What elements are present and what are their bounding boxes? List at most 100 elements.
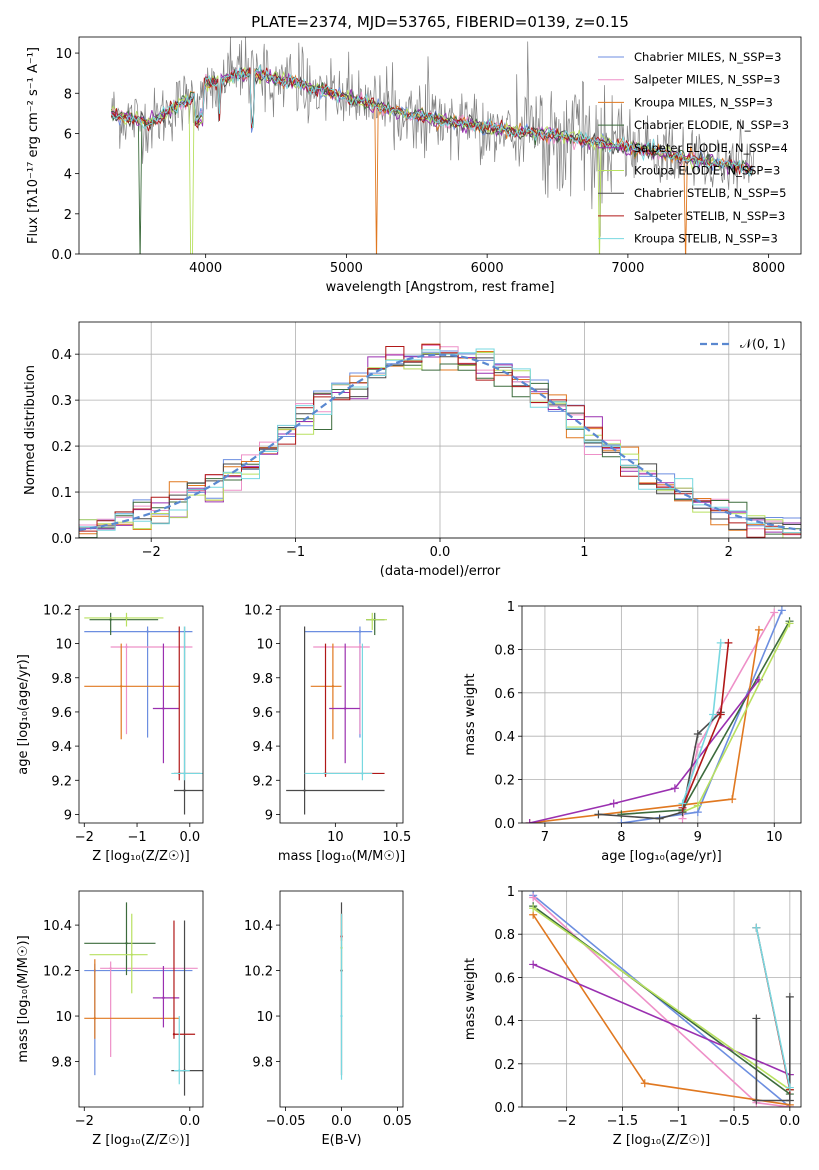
x-axis-label: age [log₁₀(age/yr)] bbox=[601, 849, 722, 864]
y-tick-label: 1 bbox=[507, 885, 515, 900]
axes-frame bbox=[279, 890, 404, 1108]
weight-marker bbox=[785, 1096, 794, 1105]
legend-label: Chabrier ELODIE, N_SSP=3 bbox=[634, 118, 789, 132]
weight-marker bbox=[777, 606, 786, 615]
x-tick-label: 1 bbox=[580, 545, 588, 560]
weight-marker bbox=[640, 1079, 649, 1088]
data-point bbox=[358, 630, 362, 633]
model-series-9 bbox=[111, 64, 754, 177]
x-tick-label: −2 bbox=[142, 545, 161, 560]
axes-frame bbox=[78, 321, 802, 539]
weight-series-9 bbox=[755, 927, 791, 1088]
weight-series-3 bbox=[532, 914, 790, 1106]
data-point bbox=[178, 1069, 181, 1072]
data-point bbox=[125, 616, 128, 620]
y-tick-label: 9.4 bbox=[51, 740, 72, 755]
x-tick-label: −1.5 bbox=[607, 1114, 639, 1129]
x-tick-label: 5000 bbox=[330, 261, 363, 276]
data-point bbox=[331, 685, 335, 688]
y-tick-label: 10 bbox=[55, 1010, 72, 1025]
legend-label: Kroupa ELODIE, N_SSP=3 bbox=[634, 164, 780, 178]
x-tick-label: 6000 bbox=[471, 261, 504, 276]
y-tick-label: 10 bbox=[55, 47, 72, 62]
data-point bbox=[358, 645, 362, 649]
axes-frame bbox=[78, 36, 802, 255]
axes-frame bbox=[521, 890, 802, 1108]
y-tick-label: 9.8 bbox=[51, 1056, 72, 1071]
x-tick-label: 0.0 bbox=[179, 830, 200, 845]
y-tick-label: 6 bbox=[64, 127, 72, 142]
data-point bbox=[340, 1014, 343, 1018]
data-point bbox=[93, 1017, 97, 1020]
y-tick-label: 0.0 bbox=[51, 532, 72, 547]
y-tick-label: 10 bbox=[256, 638, 273, 653]
data-point bbox=[183, 772, 186, 775]
weight-series-5 bbox=[529, 679, 760, 823]
x-axis-label: mass [log₁₀(M/M☉)] bbox=[278, 849, 405, 864]
y-tick-label: 9.2 bbox=[51, 774, 72, 789]
weight-marker bbox=[693, 730, 702, 739]
x-tick-label: 0.0 bbox=[179, 1114, 200, 1129]
y-tick-label: 10.2 bbox=[43, 965, 72, 980]
legend-label: Kroupa STELIB, N_SSP=3 bbox=[634, 232, 778, 246]
legend-label: Kroupa MILES, N_SSP=3 bbox=[634, 95, 773, 109]
data-point bbox=[109, 618, 112, 621]
data-point bbox=[125, 942, 128, 945]
axes-frame bbox=[279, 605, 404, 824]
x-tick-label: 8000 bbox=[752, 261, 785, 276]
data-point bbox=[303, 789, 306, 792]
x-tick-label: −0.5 bbox=[718, 1114, 750, 1129]
y-tick-label: 9.4 bbox=[252, 740, 273, 755]
plot-area bbox=[110, 37, 755, 254]
weight-marker bbox=[716, 710, 725, 719]
y-axis-label: Normed distribution bbox=[23, 365, 38, 495]
weight-marker bbox=[716, 638, 725, 647]
weight-marker bbox=[529, 893, 538, 902]
x-tick-label: −2 bbox=[75, 830, 94, 845]
y-tick-label: 9.6 bbox=[252, 706, 273, 721]
data-point bbox=[130, 953, 133, 956]
x-tick-label: −1 bbox=[669, 1114, 688, 1129]
plot-area bbox=[529, 891, 794, 1107]
weight-marker bbox=[752, 1014, 761, 1023]
legend-label: Salpeter MILES, N_SSP=3 bbox=[634, 73, 780, 87]
data-point bbox=[162, 707, 165, 710]
weight-marker bbox=[617, 810, 626, 819]
data-point bbox=[172, 1033, 176, 1036]
x-tick-label: 7000 bbox=[611, 261, 644, 276]
x-axis-label: Z [log₁₀(Z/Z☉)] bbox=[92, 1133, 189, 1148]
y-axis-label: Flux [fλ10⁻¹⁷ erg cm⁻² s⁻¹ A⁻¹] bbox=[26, 47, 41, 244]
legend-label: Salpeter STELIB, N_SSP=3 bbox=[634, 209, 785, 223]
x-tick-label: 10 bbox=[766, 830, 783, 845]
residual-panel: −2 −1 0.0 1 2 0.0 0.1 0.2 0.3 0.4 (data-model)/err… bbox=[23, 321, 802, 579]
observed-spectrum bbox=[111, 37, 755, 237]
data-point bbox=[109, 967, 112, 970]
weight-marker bbox=[670, 784, 679, 793]
data-point bbox=[361, 772, 364, 775]
plot-area bbox=[79, 343, 801, 538]
y-tick-label: 9 bbox=[265, 808, 273, 823]
y-tick-label: 0.1 bbox=[51, 486, 72, 501]
x-tick-label: 0.0 bbox=[779, 1114, 800, 1129]
y-tick-label: 0.8 bbox=[494, 643, 515, 658]
x-tick-label: −2 bbox=[75, 1114, 94, 1129]
y-tick-label: 8 bbox=[64, 87, 72, 102]
weight-marker bbox=[693, 801, 702, 810]
x-tick-label: 8 bbox=[617, 830, 625, 845]
data-point bbox=[183, 789, 186, 792]
y-tick-label: 9.6 bbox=[51, 706, 72, 721]
weight-marker bbox=[529, 904, 538, 913]
mass-weight-vs-metallicity-panel: −2 −1.5 −1 −0.5 0.0 0.0 0.2 0.4 0.6 0.8 1 Z [log₁₀(… bbox=[463, 885, 802, 1148]
legend: Chabrier MILES, N_SSP=3 Salpeter MILES, N… bbox=[598, 50, 789, 246]
y-tick-label: 9 bbox=[64, 808, 72, 823]
y-tick-label: 0.6 bbox=[494, 971, 515, 986]
y-tick-label: 0.4 bbox=[51, 348, 72, 363]
weight-series-4 bbox=[621, 620, 791, 816]
spectrum-panel: 4000 5000 6000 7000 8000 0.0 2 4 6 8 10 wavelength … bbox=[26, 13, 802, 295]
weight-series-7 bbox=[755, 996, 791, 1102]
x-tick-label: 0.0 bbox=[430, 545, 451, 560]
x-tick-label: 2 bbox=[725, 545, 733, 560]
data-point bbox=[125, 645, 128, 649]
plot-area bbox=[340, 902, 343, 1080]
